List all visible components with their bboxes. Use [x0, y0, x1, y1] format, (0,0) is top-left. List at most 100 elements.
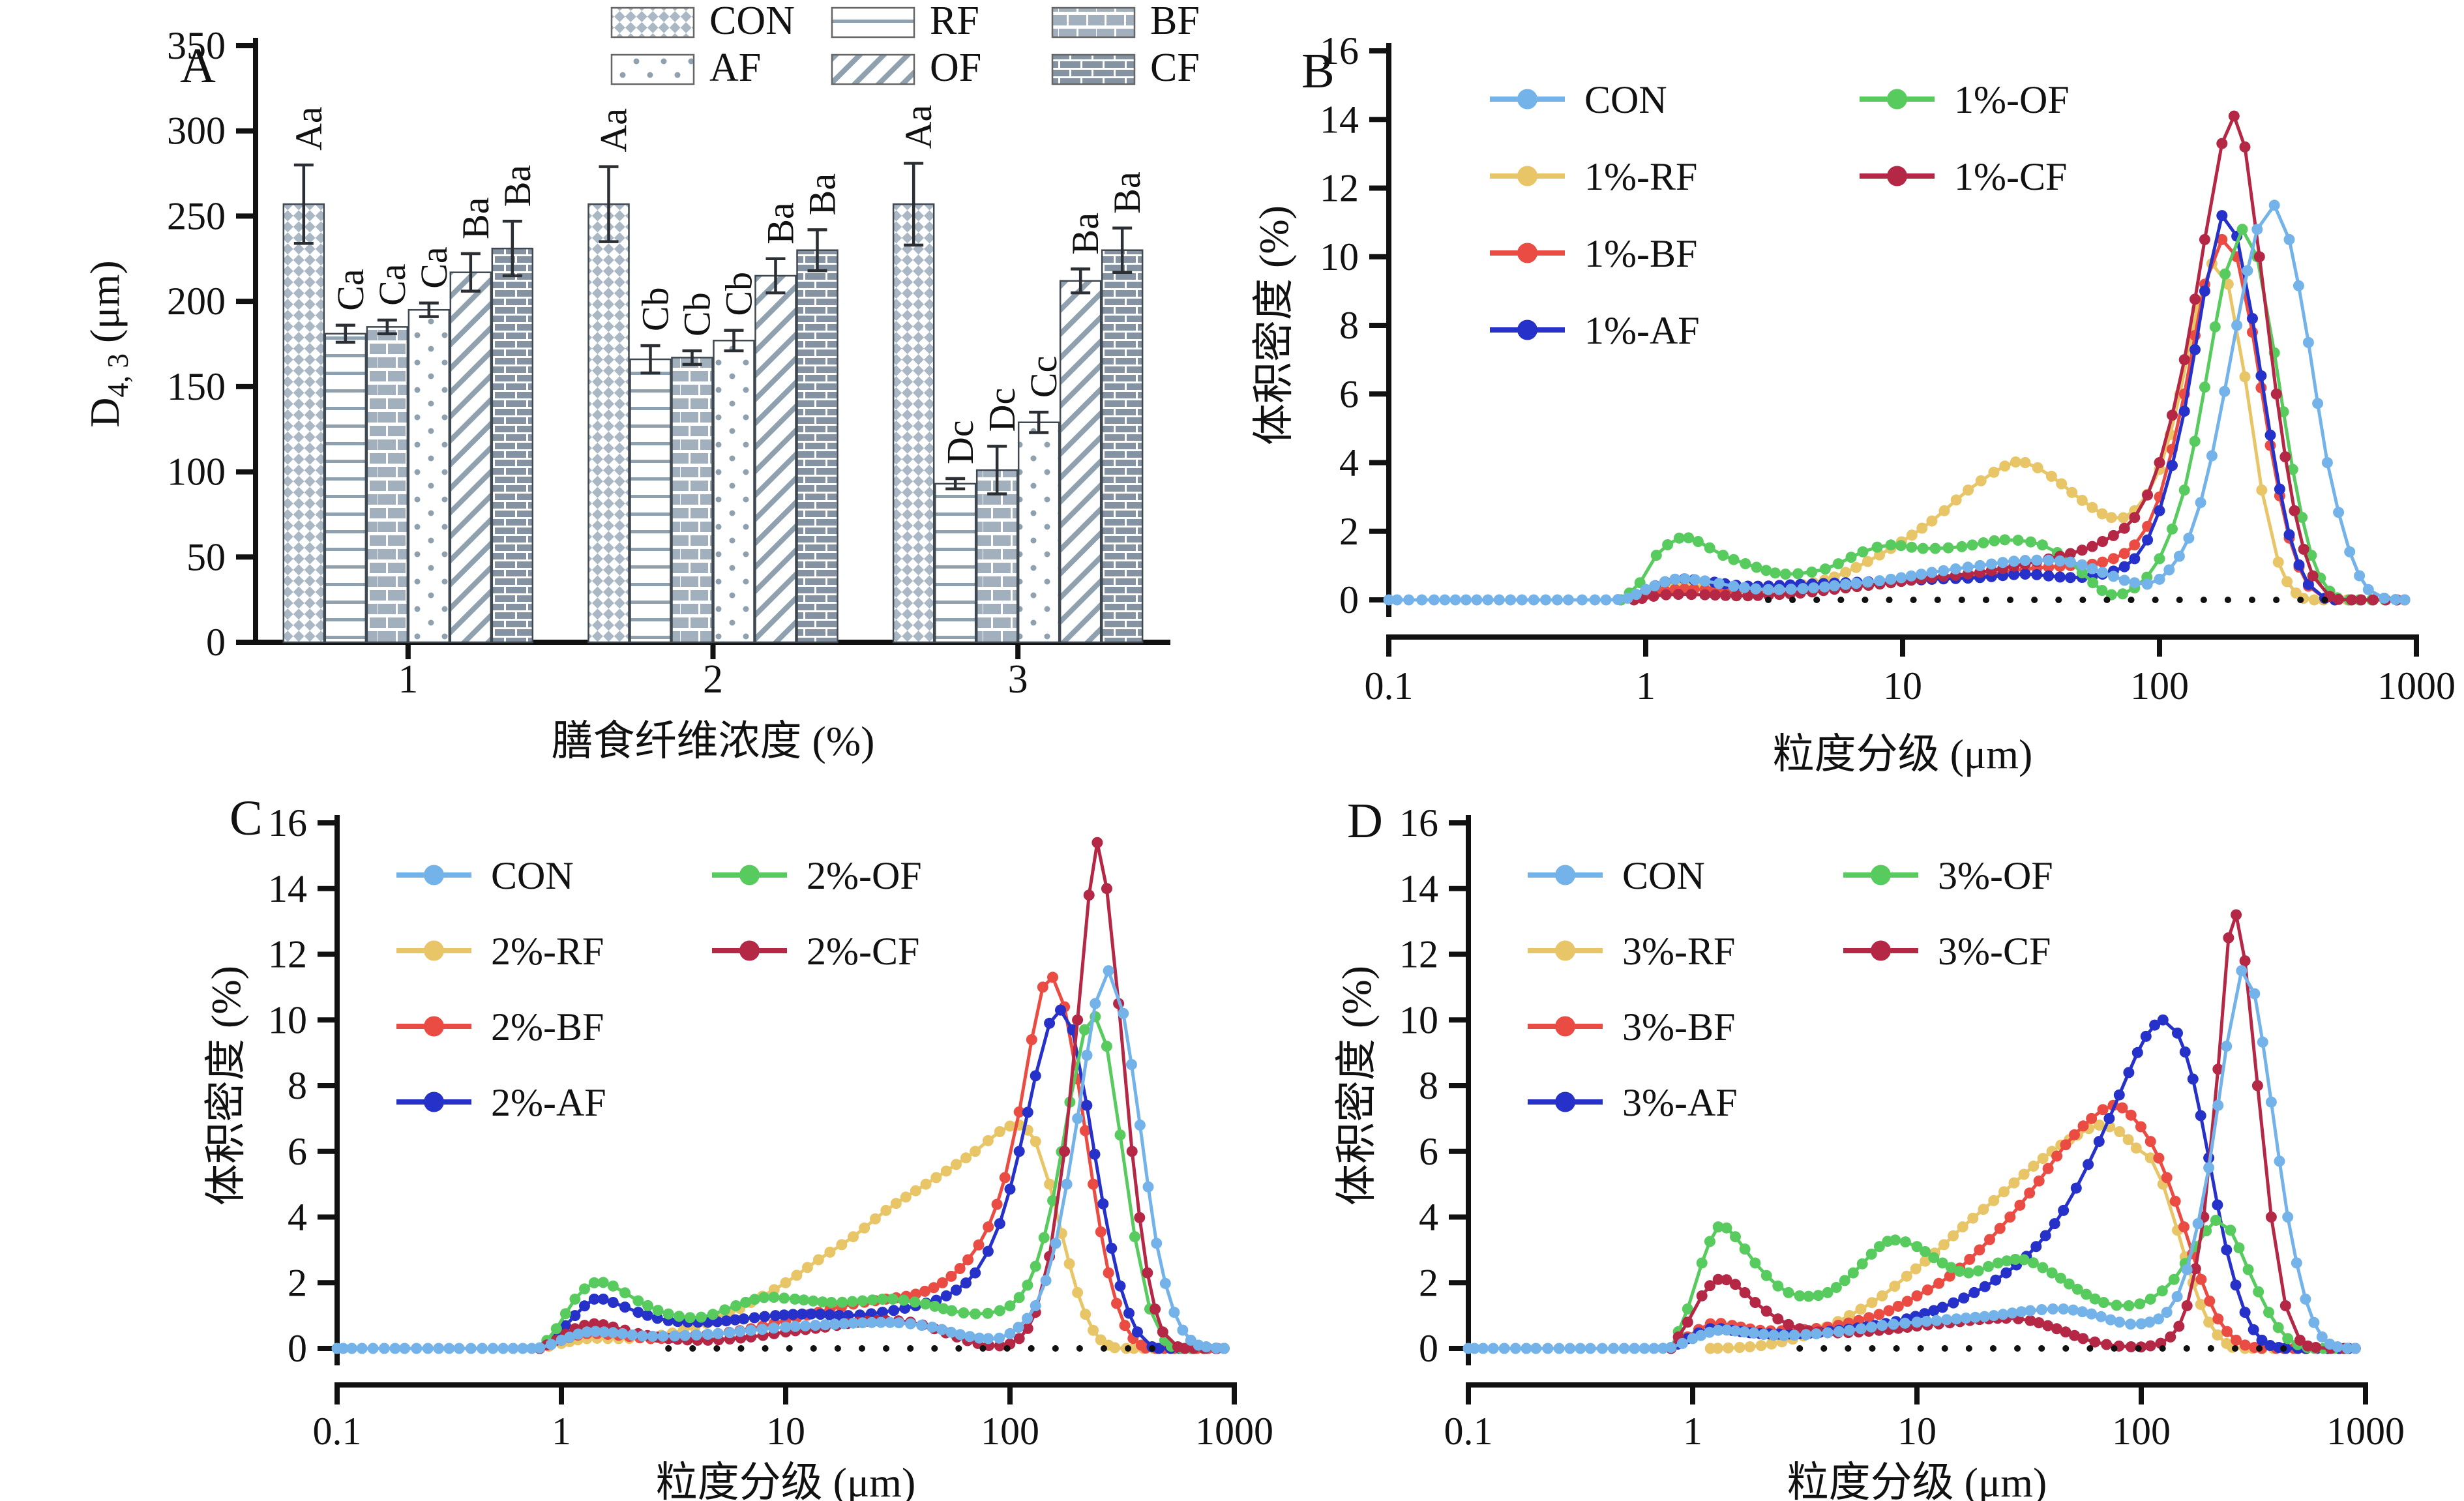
- legend-item-AF: AF: [610, 46, 761, 90]
- legend-swatch-hlines-icon: [831, 7, 915, 38]
- y-tick-label: 300: [167, 110, 226, 153]
- y-axis-label: 体积密度 (%): [203, 966, 249, 1206]
- y-tick-label: 12: [1320, 167, 1359, 210]
- error-bar: [599, 165, 619, 243]
- significance-letter: Ba: [454, 198, 497, 239]
- x-tick-label: 1: [398, 657, 418, 702]
- panel-a-label: A: [180, 38, 216, 93]
- legend-label: CON: [491, 854, 574, 897]
- significance-letter: Ca: [371, 263, 413, 305]
- x-tick-label: 100: [981, 1410, 1039, 1453]
- y-tick-label: 14: [268, 867, 307, 910]
- legend-item-CON: CON: [1528, 854, 1705, 897]
- legend-swatch-checker-icon: [610, 7, 695, 38]
- y-tick-label: 14: [1320, 98, 1359, 141]
- bar-CON-group2: Aa: [587, 108, 635, 644]
- legend-marker-icon: [739, 940, 760, 961]
- legend-marker-icon: [1871, 865, 1891, 885]
- legend-label: 1%-BF: [1584, 232, 1697, 275]
- bar-CF-group1: Ba: [491, 165, 539, 644]
- series-CON: [1462, 965, 2361, 1354]
- x-tick-label: 1: [552, 1410, 571, 1453]
- y-tick-label: 14: [1399, 867, 1438, 910]
- panel-b-line-chart: 0 2 4 6 8 10 12 14 16 0.1 1 10 100 1000 粒度分级 (μm) 体积密度 …: [1251, 29, 2456, 777]
- y-tick-label: 0: [1419, 1327, 1438, 1370]
- legend-label: 1%-CF: [1954, 155, 2067, 198]
- legend-marker-icon: [1555, 1092, 1575, 1112]
- series-1%-OF: [1615, 224, 2411, 606]
- significance-letter: Cb: [718, 272, 760, 316]
- legend-item-2%-BF: 2%-BF: [396, 1005, 604, 1048]
- y-axis-label: D4, 3 (μm): [82, 260, 134, 427]
- legend-item-1%-OF: 1%-OF: [1860, 78, 2070, 121]
- y-tick-label: 2: [288, 1261, 307, 1304]
- significance-letter: Cb: [634, 287, 677, 331]
- legend-label: AF: [709, 46, 761, 90]
- error-bar: [1112, 226, 1133, 274]
- x-tick-label: 0.1: [313, 1410, 362, 1453]
- y-tick-label: 4: [288, 1196, 307, 1239]
- x-tick-label: 10: [1897, 1410, 1937, 1453]
- error-bar: [987, 445, 1007, 496]
- y-tick-label: 12: [268, 933, 307, 976]
- legend-swatch-densebrick-icon: [1051, 53, 1136, 85]
- x-tick-label: 1: [1683, 1410, 1702, 1453]
- y-tick-label: 4: [1339, 441, 1359, 484]
- legend-item-3%-AF: 3%-AF: [1528, 1081, 1738, 1124]
- y-axis-label: 体积密度 (%): [1333, 966, 1380, 1206]
- y-tick-label: 10: [1399, 998, 1438, 1041]
- y-tick-label: 4: [1419, 1196, 1438, 1239]
- bar-OF-group1: Ba: [449, 198, 497, 644]
- legend-label: 2%-RF: [491, 930, 604, 973]
- legend-item-2%-CF: 2%-CF: [712, 930, 919, 973]
- x-axis-label: 粒度分级 (μm): [1773, 731, 2033, 777]
- panel-b-label: B: [1301, 44, 1335, 98]
- y-tick-label: 50: [186, 535, 226, 578]
- legend-item-3%-OF: 3%-OF: [1843, 854, 2053, 897]
- significance-letter: Ba: [760, 202, 802, 244]
- error-bar: [765, 257, 786, 295]
- legend-item-3%-CF: 3%-CF: [1843, 930, 2051, 973]
- x-tick-label: 1000: [2326, 1410, 2405, 1453]
- legend-label: CF: [1150, 46, 1200, 90]
- significance-letter: Aa: [897, 105, 940, 149]
- significance-letter: Ca: [413, 246, 455, 288]
- series-line: [539, 840, 1225, 1350]
- x-tick-label: 1000: [2377, 664, 2456, 707]
- legend-item-1%-RF: 1%-RF: [1490, 155, 1697, 198]
- bar-RF-group3: Dc: [934, 420, 981, 644]
- legend-label: 1%-AF: [1584, 309, 1700, 352]
- legend-marker-icon: [424, 940, 444, 961]
- error-bar: [377, 318, 397, 336]
- legend-label: 3%-AF: [1622, 1081, 1738, 1124]
- series-CON: [1383, 200, 2411, 606]
- legend-item-2%-RF: 2%-RF: [396, 930, 604, 973]
- x-tick-label: 100: [2130, 664, 2189, 707]
- bar-CF-group2: Ba: [796, 173, 844, 644]
- x-axis-label: 膳食纤维浓度 (%): [552, 718, 875, 764]
- legend: CON 3%-RF 3%-BF 3%-AF 3%-OF 3%-CF: [1528, 854, 2053, 1124]
- legend-label: CON: [1584, 78, 1667, 121]
- y-tick-label: 8: [1339, 304, 1359, 347]
- y-tick-label: 8: [288, 1064, 307, 1107]
- x-axis-label: 粒度分级 (μm): [656, 1459, 916, 1501]
- x-tick-label: 1: [1636, 664, 1655, 707]
- y-tick-label: 6: [288, 1130, 307, 1173]
- y-tick-label: 6: [1339, 372, 1359, 415]
- bar-AF-group1: Ca: [408, 246, 455, 644]
- y-tick-label: 200: [167, 280, 226, 323]
- legend-marker-icon: [424, 1016, 444, 1037]
- legend-item-2%-AF: 2%-AF: [396, 1081, 606, 1124]
- error-bar: [904, 162, 924, 247]
- significance-letter: Ca: [329, 269, 372, 310]
- y-tick-label: 0: [206, 621, 226, 664]
- y-tick-label: 250: [167, 194, 226, 237]
- bar-BF-group1: Ca: [366, 263, 413, 644]
- legend-item-CON: CON: [396, 854, 574, 897]
- series-1%-RF: [1615, 258, 2411, 606]
- error-bar: [1029, 410, 1049, 434]
- y-tick-label: 16: [1399, 801, 1438, 844]
- panel-d-line-chart: 0 2 4 6 8 10 12 14 16 0.1 1 10 100 1000 粒度分级 (μm) 体积密度 …: [1333, 801, 2405, 1501]
- y-axis-label: 体积密度 (%): [1251, 205, 1297, 445]
